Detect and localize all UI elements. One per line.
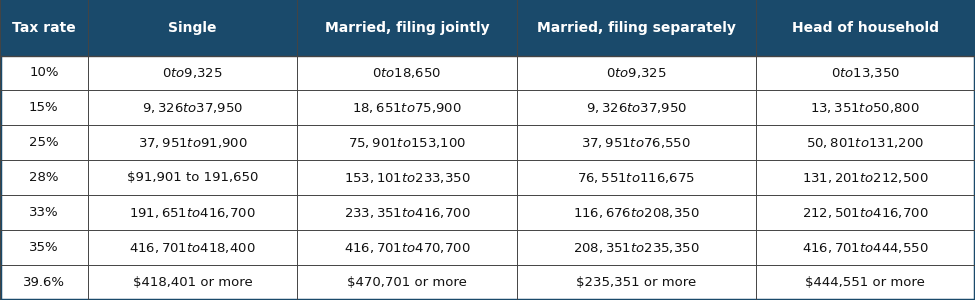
Text: Married, filing separately: Married, filing separately — [537, 21, 735, 35]
Text: $75, 901 to $153,100: $75, 901 to $153,100 — [348, 136, 466, 150]
Bar — [517, 56, 756, 90]
Bar — [517, 160, 756, 195]
Text: $0 to $9,325: $0 to $9,325 — [605, 66, 667, 80]
Text: 15%: 15% — [29, 101, 58, 114]
Text: $191,651 to $416,700: $191,651 to $416,700 — [130, 206, 255, 220]
Bar — [297, 125, 517, 160]
Bar — [756, 265, 975, 300]
Text: Tax rate: Tax rate — [12, 21, 76, 35]
Bar — [297, 0, 517, 56]
Text: 25%: 25% — [29, 136, 58, 149]
Bar — [0, 56, 88, 90]
Bar — [297, 195, 517, 230]
Text: 33%: 33% — [29, 206, 58, 219]
Bar — [756, 90, 975, 125]
Text: $9,326 to $37,950: $9,326 to $37,950 — [142, 101, 243, 115]
Bar — [0, 230, 88, 265]
Text: $13,351 to $50,800: $13,351 to $50,800 — [810, 101, 920, 115]
Text: $91,901 to 191,650: $91,901 to 191,650 — [127, 171, 258, 184]
Bar — [0, 160, 88, 195]
Text: $470,701 or more: $470,701 or more — [347, 276, 467, 289]
Bar — [88, 265, 297, 300]
Text: $37,951 to $91,900: $37,951 to $91,900 — [137, 136, 248, 150]
Bar — [88, 160, 297, 195]
Text: Single: Single — [169, 21, 216, 35]
Text: 28%: 28% — [29, 171, 58, 184]
Bar — [88, 125, 297, 160]
Bar — [756, 0, 975, 56]
Bar — [0, 125, 88, 160]
Text: Head of household: Head of household — [792, 21, 939, 35]
Bar — [88, 0, 297, 56]
Text: $212,501 to $416,700: $212,501 to $416,700 — [802, 206, 928, 220]
Bar — [517, 90, 756, 125]
Bar — [88, 230, 297, 265]
Text: $18,651 to $75,900: $18,651 to $75,900 — [352, 101, 462, 115]
Bar — [756, 230, 975, 265]
Bar — [88, 90, 297, 125]
Bar — [0, 265, 88, 300]
Bar — [517, 125, 756, 160]
Bar — [0, 90, 88, 125]
Bar — [756, 56, 975, 90]
Text: $416,701 to $470,700: $416,701 to $470,700 — [344, 241, 470, 255]
Bar — [297, 265, 517, 300]
Text: $153,101 to $233,350: $153,101 to $233,350 — [344, 171, 470, 185]
Bar — [88, 56, 297, 90]
Text: 35%: 35% — [29, 241, 58, 254]
Bar — [756, 160, 975, 195]
Text: 10%: 10% — [29, 67, 58, 80]
Text: $116,676 to $208,350: $116,676 to $208,350 — [573, 206, 699, 220]
Bar — [517, 195, 756, 230]
Bar — [517, 230, 756, 265]
Text: $235,351 or more: $235,351 or more — [576, 276, 696, 289]
Text: $0 to $13,350: $0 to $13,350 — [831, 66, 900, 80]
Text: $418,401 or more: $418,401 or more — [133, 276, 253, 289]
Text: $0 to $18,650: $0 to $18,650 — [372, 66, 442, 80]
Bar — [297, 230, 517, 265]
Bar — [517, 0, 756, 56]
Text: $416,701 to $444,550: $416,701 to $444,550 — [802, 241, 928, 255]
Text: $37,951 to $76,550: $37,951 to $76,550 — [581, 136, 691, 150]
Bar — [756, 125, 975, 160]
Text: $9,326 to $37,950: $9,326 to $37,950 — [586, 101, 686, 115]
Bar — [0, 195, 88, 230]
Text: $416,701 to $418,400: $416,701 to $418,400 — [130, 241, 255, 255]
Bar — [0, 0, 88, 56]
Text: Married, filing jointly: Married, filing jointly — [325, 21, 489, 35]
Bar — [88, 195, 297, 230]
Bar — [297, 90, 517, 125]
Bar — [517, 265, 756, 300]
Bar — [297, 56, 517, 90]
Text: 39.6%: 39.6% — [22, 276, 65, 289]
Bar — [756, 195, 975, 230]
Bar — [297, 160, 517, 195]
Text: $0 to $9,325: $0 to $9,325 — [162, 66, 223, 80]
Text: $50,801 to $131,200: $50,801 to $131,200 — [806, 136, 924, 150]
Text: $76,551 to $116,675: $76,551 to $116,675 — [577, 171, 695, 185]
Text: $131,201 to $212,500: $131,201 to $212,500 — [802, 171, 928, 185]
Text: $444,551 or more: $444,551 or more — [805, 276, 925, 289]
Text: $208,351 to $235,350: $208,351 to $235,350 — [573, 241, 699, 255]
Text: $233,351 to $416,700: $233,351 to $416,700 — [344, 206, 470, 220]
